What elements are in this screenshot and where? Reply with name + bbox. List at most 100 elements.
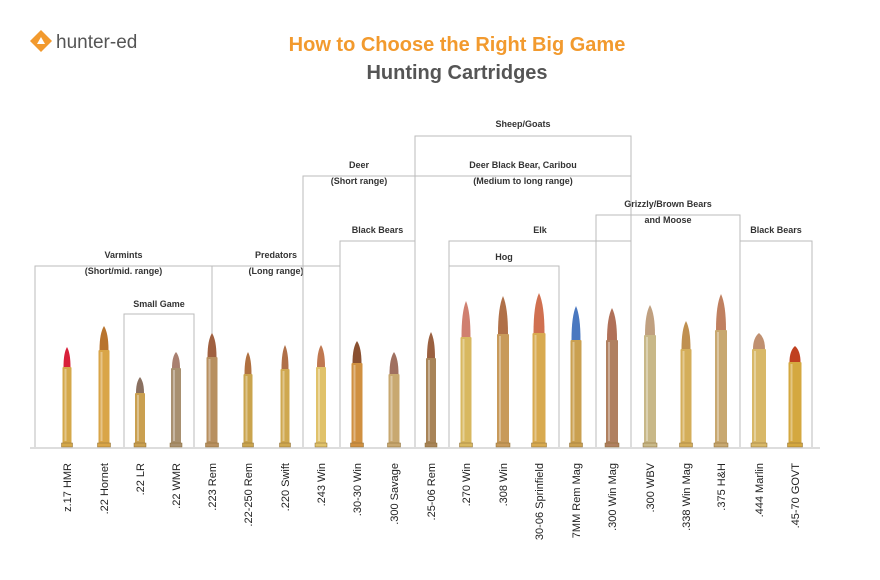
cartridge-rim <box>133 442 147 448</box>
cartridge-bullet <box>681 321 691 349</box>
cartridge <box>787 346 803 448</box>
group-label: Hog <box>495 252 513 262</box>
cartridge-label: .22 WMR <box>171 463 183 509</box>
cartridge-rim <box>279 442 291 448</box>
cartridge-bullet <box>461 301 471 337</box>
cartridge-bullet <box>352 341 362 363</box>
cartridge-shine <box>353 365 356 441</box>
cartridge <box>169 352 183 448</box>
group-sublabel: and Moose <box>644 215 691 225</box>
group-label: Grizzly/Brown Bears <box>624 199 712 209</box>
group-label: Black Bears <box>352 225 404 235</box>
cartridge-case <box>135 393 145 447</box>
cartridge-rim <box>642 442 658 448</box>
cartridge-bullet <box>63 347 71 367</box>
title-line-2: Hunting Cartridges <box>366 62 547 84</box>
cartridge-label: z.17 HMR <box>62 463 74 512</box>
cartridge-case <box>388 374 400 447</box>
cartridge-label: .300 Win Mag <box>607 463 619 531</box>
cartridge <box>679 321 693 448</box>
cartridge-bullet <box>317 345 325 367</box>
cartridge-rim <box>424 442 438 448</box>
cartridge-case <box>752 349 766 447</box>
cartridge-shine <box>682 351 685 441</box>
cartridge-rim <box>679 442 693 448</box>
cartridge <box>133 377 147 448</box>
cartridge-case <box>206 357 218 447</box>
cartridge-bullet <box>753 333 765 349</box>
cartridge-case <box>570 340 582 447</box>
group-label: Varmints <box>104 250 142 260</box>
cartridge-shine <box>646 337 648 441</box>
cartridge-label: .270 Win <box>461 463 473 506</box>
cartridge-label: .300 WBV <box>645 462 657 512</box>
group-sublabel: (Long range) <box>249 266 304 276</box>
cartridge-label: 7MM Rem Mag <box>571 463 583 538</box>
group-bracket <box>448 265 560 447</box>
cartridge-bullet <box>244 352 252 374</box>
cartridge-case <box>351 363 363 447</box>
cartridge-bullet <box>136 377 144 393</box>
group-label: Deer Black Bear, Caribou <box>469 160 577 170</box>
cartridge-rim <box>495 442 511 448</box>
cartridge-case <box>606 340 618 447</box>
cartridge <box>495 296 511 448</box>
cartridge <box>314 345 328 448</box>
cartridge-shine <box>499 336 501 441</box>
cartridge-rim <box>314 442 328 448</box>
group-label: Elk <box>533 225 548 235</box>
cartridge-shine <box>245 376 248 441</box>
cartridge <box>242 352 254 448</box>
cartridge-shine <box>462 339 465 441</box>
logo-text: hunter-ed <box>56 32 137 53</box>
group-label: Black Bears <box>750 225 802 235</box>
cartridge-shine <box>64 369 67 441</box>
cartridge-case <box>497 334 509 447</box>
cartridge-rim <box>350 442 364 448</box>
cartridge-label: .444 Marlin <box>754 463 766 517</box>
group-label: Predators <box>255 250 297 260</box>
logo: hunter-ed <box>30 30 137 53</box>
cartridge <box>604 308 620 448</box>
cartridge-rim <box>604 442 620 448</box>
cartridge-bullet <box>571 306 581 340</box>
cartridge-bullet <box>99 326 109 350</box>
cartridge-shine <box>100 352 103 441</box>
cartridge-label: .375 H&H <box>716 463 728 511</box>
cartridge-bullet <box>281 345 289 369</box>
cartridge-label: .300 Savage <box>389 463 401 525</box>
cartridge-case <box>426 358 436 447</box>
cartridge-bullet <box>207 333 217 357</box>
cartridge-case <box>171 368 181 447</box>
cartridge-shine <box>282 371 285 441</box>
group-label: Deer <box>349 160 370 170</box>
cartridge-shine <box>428 360 430 441</box>
cartridge-rim <box>242 442 254 448</box>
cartridge-shine <box>790 364 793 441</box>
cartridge-bullet <box>427 332 435 358</box>
cartridge-shine <box>137 395 139 441</box>
cartridge-bullet <box>389 352 399 374</box>
cartridge-shine <box>717 332 719 441</box>
group-label: Small Game <box>133 299 185 309</box>
group-bracket <box>123 313 195 447</box>
cartridge-shine <box>318 369 320 441</box>
cartridge-label: .22 LR <box>135 463 147 495</box>
cartridge-shine <box>390 376 393 441</box>
cartridge-case <box>98 350 110 447</box>
cartridge-label: .45-70 GOVT <box>790 463 802 529</box>
cartridge-rim <box>713 442 729 448</box>
cartridge <box>424 332 438 448</box>
cartridge <box>61 347 73 448</box>
cartridge <box>750 333 768 448</box>
cartridge <box>531 293 547 448</box>
cartridge-shine <box>608 342 610 441</box>
cartridge-label: .22-250 Rem <box>243 463 255 527</box>
cartridge <box>97 326 111 448</box>
cartridge-case <box>644 335 656 447</box>
cartridge <box>387 352 401 448</box>
cartridge-label: .220 Swift <box>280 463 292 511</box>
cartridge-rim <box>459 442 473 448</box>
cartridge-case <box>680 349 692 447</box>
